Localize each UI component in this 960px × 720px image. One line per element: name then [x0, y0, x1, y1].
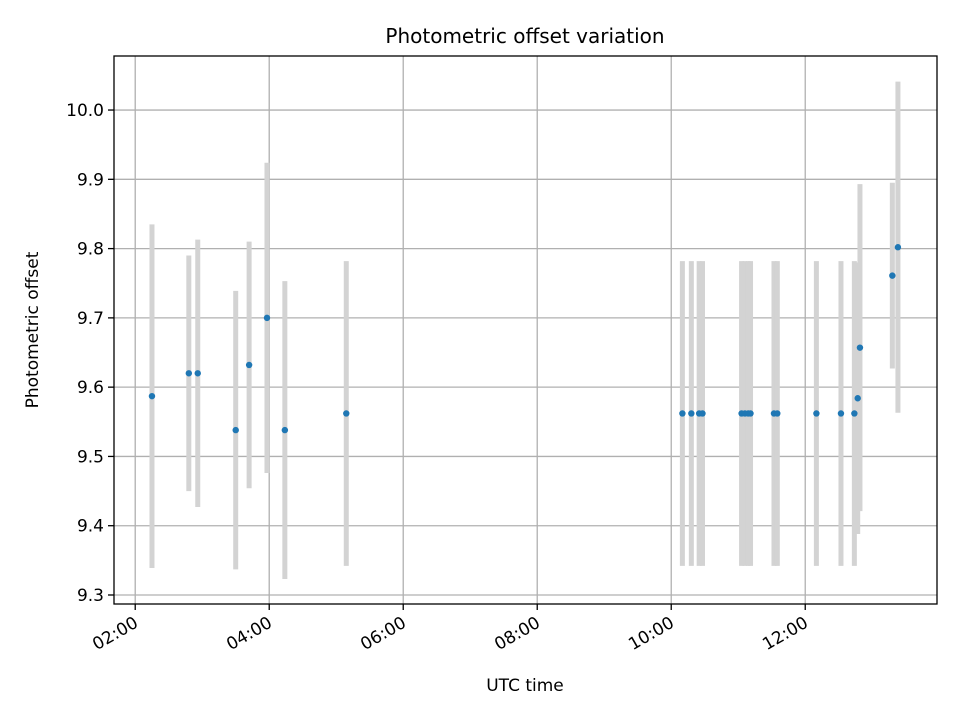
data-point	[185, 370, 193, 377]
plot-frame	[113, 55, 938, 605]
chart-title: Photometric offset variation	[385, 24, 664, 48]
data-point	[747, 410, 754, 417]
data-point	[774, 410, 781, 417]
y-tick-label: 9.4	[77, 517, 104, 537]
data-points	[148, 244, 902, 434]
data-point	[699, 410, 706, 417]
y-tick-label: 9.3	[77, 586, 104, 606]
data-point	[148, 392, 156, 400]
data-point	[854, 395, 861, 402]
data-point	[837, 410, 845, 417]
y-tick-label: 9.9	[77, 170, 104, 190]
data-point	[343, 410, 350, 417]
data-point	[688, 410, 695, 417]
data-point	[851, 410, 858, 417]
data-point	[813, 410, 820, 417]
data-point	[889, 272, 896, 279]
data-point	[232, 426, 239, 434]
data-point	[679, 410, 686, 417]
y-tick-label: 9.5	[77, 447, 104, 467]
data-point	[263, 314, 271, 322]
data-point	[894, 244, 902, 251]
y-axis-ticks: 9.3 9.4 9.5 9.6 9.7 9.8 9.9 10.0	[66, 101, 114, 606]
y-tick-label: 9.7	[77, 309, 104, 329]
data-point	[281, 426, 289, 434]
y-axis-title: Photometric offset	[23, 251, 43, 408]
data-point	[245, 361, 253, 369]
data-point	[856, 344, 864, 351]
y-tick-label: 9.8	[77, 240, 104, 260]
y-tick-label: 9.6	[77, 378, 104, 398]
y-tick-label: 10.0	[66, 101, 104, 121]
x-axis-title: UTC time	[486, 676, 564, 696]
data-point	[194, 370, 201, 377]
